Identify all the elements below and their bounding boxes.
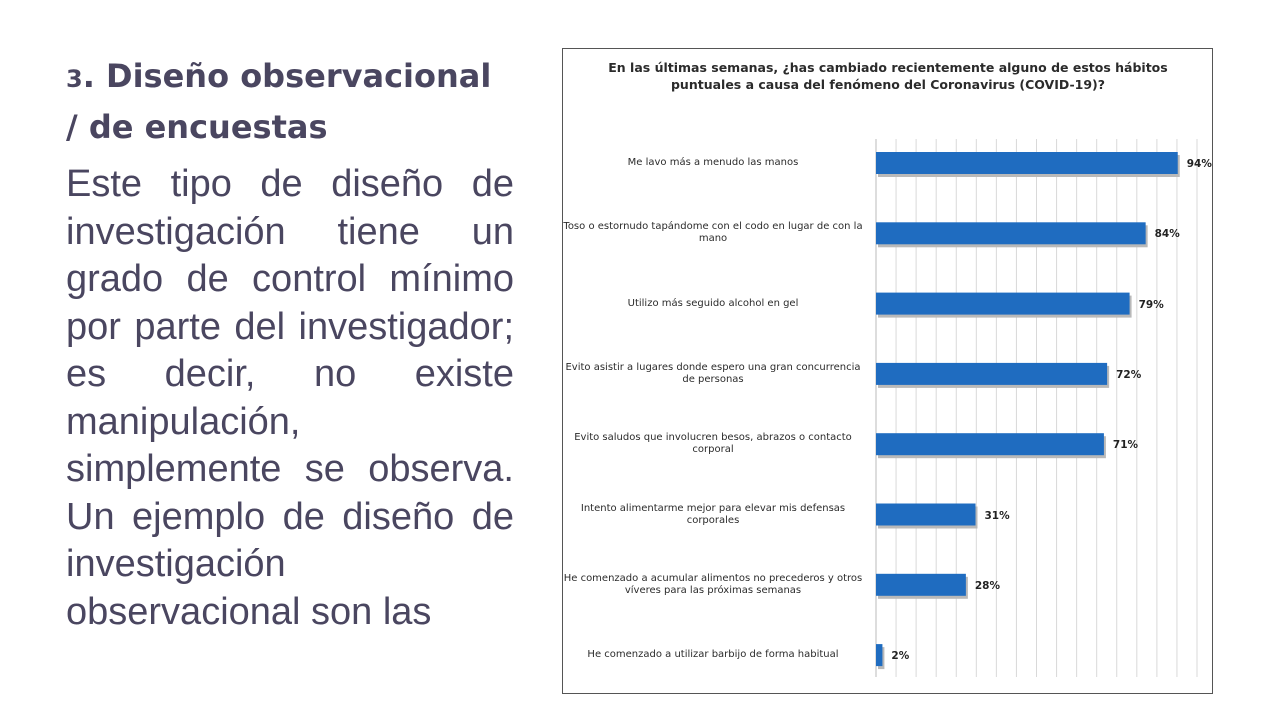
category-label: Toso o estornudo tapándome con el codo e… [563, 221, 863, 245]
bar [876, 433, 1104, 456]
slide-text-block: 3. Diseño observacional / de encuestas E… [66, 52, 514, 636]
data-label: 79% [1138, 298, 1164, 311]
data-label: 28% [974, 579, 1001, 592]
bar [876, 573, 966, 596]
slide-title: 3. Diseño observacional / de encuestas [66, 52, 514, 151]
category-label: He comenzado a acumular alimentos no pre… [563, 572, 863, 596]
data-label: 31% [984, 509, 1010, 522]
bar [876, 503, 976, 526]
slide-title-number: 3 [66, 65, 83, 93]
bar [876, 362, 1108, 385]
category-label: Intento alimentarme mejor para elevar mi… [580, 502, 846, 526]
data-label: 72% [1116, 368, 1142, 381]
survey-bar-chart: En las últimas semanas, ¿has cambiado re… [562, 48, 1213, 694]
bar [876, 644, 883, 667]
chart-title: En las últimas semanas, ¿has cambiado re… [608, 60, 1168, 92]
category-label: Utilizo más seguido alcohol en gel [627, 297, 799, 309]
slide-title-text: . Diseño observacional / de encuestas [66, 57, 492, 146]
bar [876, 292, 1130, 315]
data-label: 84% [1154, 228, 1180, 241]
data-label: 94% [1186, 158, 1212, 170]
bar [876, 222, 1146, 245]
data-label: 71% [1112, 439, 1139, 452]
slide-body-text: Este tipo de diseño de investigación tie… [66, 163, 514, 633]
data-label: 2% [891, 650, 910, 663]
category-label: Me lavo más a menudo las manos [627, 157, 799, 168]
bar [876, 152, 1178, 174]
category-label: He comenzado a utilizar barbijo de forma… [587, 649, 839, 661]
chart-plot [875, 139, 1198, 677]
category-label: Evito saludos que involucren besos, abra… [574, 432, 852, 456]
category-label: Evito asistir a lugares donde espero una… [565, 361, 861, 385]
